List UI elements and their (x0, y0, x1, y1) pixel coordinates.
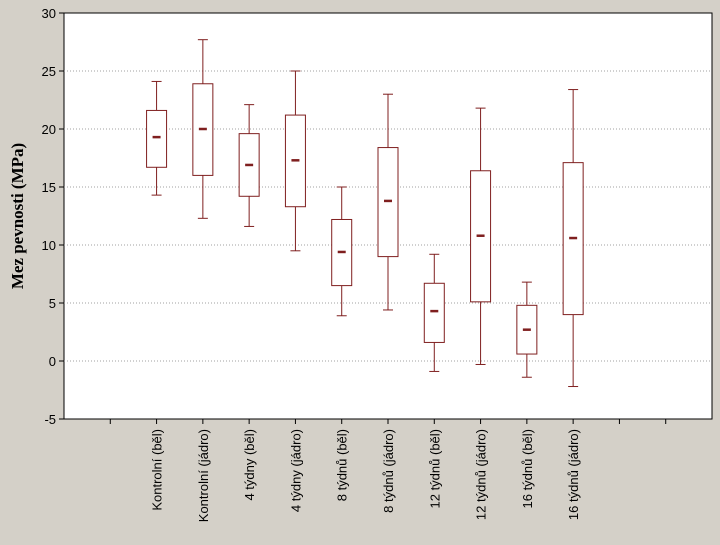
box-group (377, 93, 399, 311)
y-tick-label: 30 (42, 6, 56, 21)
box-group (146, 80, 168, 196)
y-axis: -5 0 5 10 15 20 25 30 (42, 6, 64, 427)
y-tick-label: 10 (42, 238, 56, 253)
category-label: 4 týdny (jádro) (288, 429, 303, 512)
box-group (284, 70, 306, 252)
category-label: Kontrolní (běl) (150, 429, 165, 511)
category-label: 8 týdnů (jádro) (381, 429, 396, 513)
category-label: 4 týdny (běl) (242, 429, 257, 501)
y-tick-label: 5 (49, 296, 56, 311)
box-layer (146, 39, 584, 388)
box-group (331, 186, 353, 317)
box-group (423, 253, 445, 372)
box (423, 282, 445, 343)
box-group (516, 281, 538, 378)
y-tick-label: 20 (42, 122, 56, 137)
category-label: 8 týdnů (běl) (335, 429, 350, 501)
box-group (238, 104, 260, 227)
category-label: 16 týdnů (běl) (520, 429, 535, 509)
y-tick-label: 0 (49, 354, 56, 369)
box-group (470, 107, 492, 365)
y-axis-label: Mez pevnosti (MPa) (8, 143, 27, 289)
y-tick-label: -5 (44, 412, 56, 427)
category-label: Kontrolní (jádro) (196, 429, 211, 522)
category-label: 12 týdnů (běl) (427, 429, 442, 509)
box-group (192, 39, 214, 219)
box-group (562, 89, 584, 388)
category-label: 12 týdnů (jádro) (474, 429, 489, 520)
y-tick-label: 15 (42, 180, 56, 195)
box (146, 109, 168, 168)
x-axis: Kontrolní (běl) Kontrolní (jádro) 4 týdny … (109, 419, 667, 522)
y-tick-label: 25 (42, 64, 56, 79)
category-label: 16 týdnů (jádro) (566, 429, 581, 520)
